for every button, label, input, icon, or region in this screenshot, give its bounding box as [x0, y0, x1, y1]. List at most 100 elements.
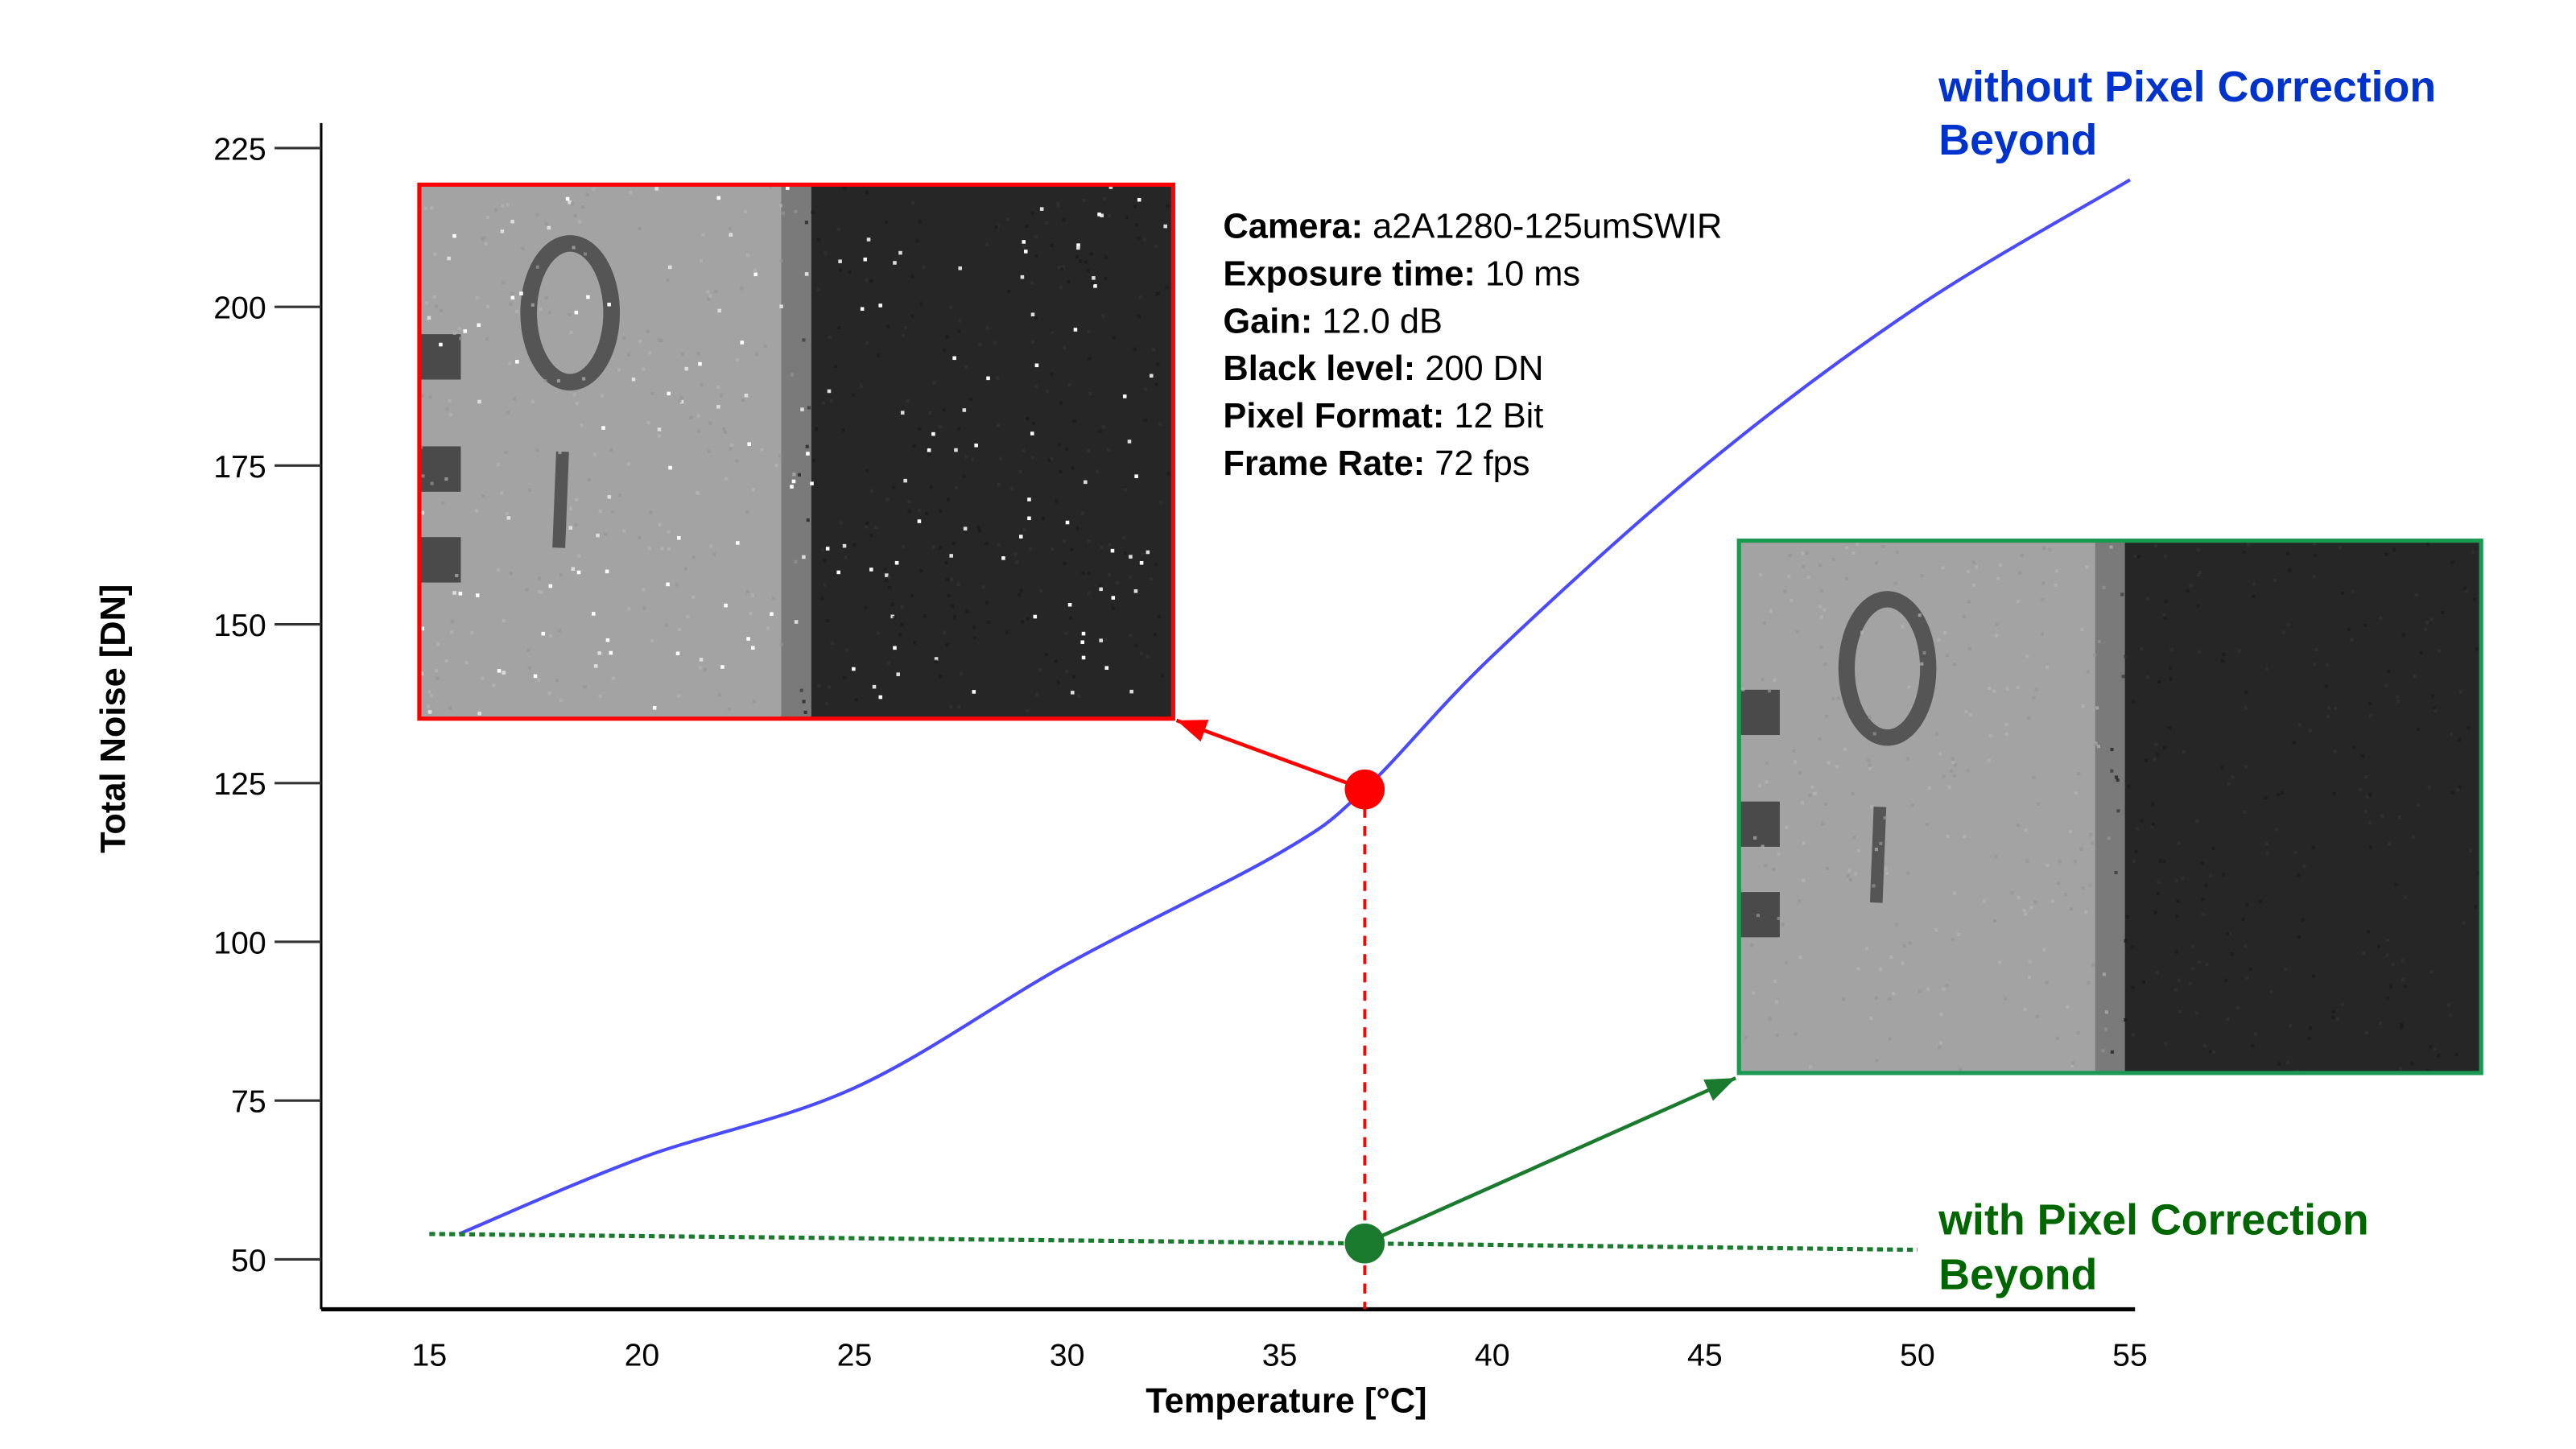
noise-pixel — [1059, 285, 1063, 289]
noise-pixel — [1156, 362, 1160, 366]
noise-pixel — [2104, 1010, 2108, 1014]
noise-pixel — [1761, 844, 1765, 848]
series-label-without-line1: without Pixel Correction — [1938, 63, 2436, 111]
noise-pixel — [2243, 810, 2247, 814]
noise-pixel — [538, 576, 542, 580]
noise-pixel — [2430, 694, 2434, 698]
noise-pixel — [730, 443, 734, 447]
noise-pixel — [997, 483, 1001, 487]
noise-pixel — [779, 642, 783, 646]
noise-pixel — [2450, 560, 2454, 564]
noise-pixel — [1958, 1067, 1963, 1071]
hot-pixel — [869, 568, 873, 572]
hot-pixel — [1030, 312, 1035, 316]
x-tick-label: 55 — [2112, 1338, 2148, 1373]
noise-pixel — [985, 326, 989, 330]
hot-pixel — [885, 573, 889, 577]
noise-pixel — [1937, 638, 1941, 642]
noise-pixel — [2058, 860, 2062, 864]
noise-pixel — [2246, 543, 2250, 547]
annotation-label: Gain: — [1223, 302, 1312, 341]
noise-pixel — [2045, 665, 2050, 669]
noise-pixel — [2244, 944, 2248, 948]
noise-pixel — [1964, 709, 1968, 714]
hot-pixel — [1022, 240, 1026, 244]
noise-pixel — [2385, 953, 2389, 957]
noise-pixel — [2419, 650, 2423, 654]
noise-pixel — [1062, 218, 1066, 222]
noise-pixel — [2281, 630, 2285, 634]
noise-pixel — [2124, 654, 2128, 658]
noise-pixel — [950, 577, 954, 581]
noise-pixel — [794, 559, 798, 564]
noise-pixel — [892, 616, 896, 620]
noise-pixel — [977, 529, 981, 533]
noise-pixel — [712, 552, 716, 556]
noise-pixel — [950, 604, 954, 608]
noise-pixel — [2364, 1030, 2368, 1034]
noise-pixel — [1089, 252, 1093, 256]
y-tick-label: 100 — [213, 925, 266, 960]
noise-pixel — [1050, 457, 1054, 461]
noise-pixel — [2208, 873, 2213, 877]
hot-pixel — [1122, 394, 1127, 398]
noise-pixel — [556, 379, 560, 383]
noise-pixel — [2417, 803, 2421, 807]
noise-pixel — [1802, 878, 1806, 882]
noise-pixel — [598, 510, 602, 514]
noise-pixel — [2242, 551, 2246, 555]
noise-pixel — [706, 290, 710, 294]
noise-pixel — [559, 699, 563, 703]
noise-pixel — [455, 573, 459, 578]
hot-pixel — [898, 250, 902, 255]
hot-pixel — [917, 519, 922, 523]
noise-pixel — [1918, 613, 1922, 617]
noise-pixel — [2027, 976, 2031, 980]
noise-pixel — [778, 204, 782, 208]
arrow-to-with-image-shaft — [1364, 1076, 1736, 1245]
noise-pixel — [958, 319, 962, 323]
noise-pixel — [740, 287, 744, 291]
target-mark — [419, 334, 461, 380]
hot-pixel — [740, 341, 745, 345]
hot-pixel — [592, 612, 596, 616]
noise-pixel — [700, 382, 704, 386]
noise-pixel — [1790, 598, 1794, 602]
noise-pixel — [506, 203, 510, 207]
hot-pixel — [477, 399, 481, 404]
noise-pixel — [2286, 1060, 2290, 1064]
noise-pixel — [527, 666, 531, 670]
noise-pixel — [474, 509, 479, 513]
noise-pixel — [2017, 896, 2021, 900]
noise-pixel — [2101, 1049, 2105, 1053]
noise-pixel — [2338, 546, 2342, 550]
noise-pixel — [1994, 854, 1998, 859]
hot-pixel — [958, 266, 962, 270]
noise-pixel — [1139, 651, 1143, 655]
noise-pixel — [1775, 1034, 1779, 1038]
x-axis-label: Temperature [°C] — [1146, 1382, 1426, 1421]
hot-pixel — [863, 257, 868, 262]
noise-pixel — [500, 491, 504, 495]
noise-pixel — [2252, 582, 2256, 586]
noise-pixel — [441, 501, 445, 505]
noise-pixel — [2088, 883, 2092, 887]
noise-pixel — [956, 427, 961, 431]
hot-pixel — [1001, 556, 1005, 560]
hot-pixel — [720, 665, 724, 669]
noise-pixel — [1777, 852, 1781, 857]
noise-pixel — [1883, 815, 1887, 819]
hot-pixel — [736, 541, 740, 545]
noise-pixel — [434, 304, 439, 308]
noise-pixel — [2363, 623, 2368, 628]
noise-pixel — [548, 634, 552, 638]
noise-pixel — [2462, 921, 2466, 925]
noise-pixel — [1842, 997, 1846, 1001]
noise-pixel — [2403, 985, 2407, 989]
noise-pixel — [497, 568, 501, 572]
noise-pixel — [515, 309, 519, 313]
noise-pixel — [587, 477, 591, 482]
noise-pixel — [1153, 633, 1157, 637]
noise-pixel — [1056, 201, 1060, 205]
noise-pixel — [1028, 547, 1032, 551]
